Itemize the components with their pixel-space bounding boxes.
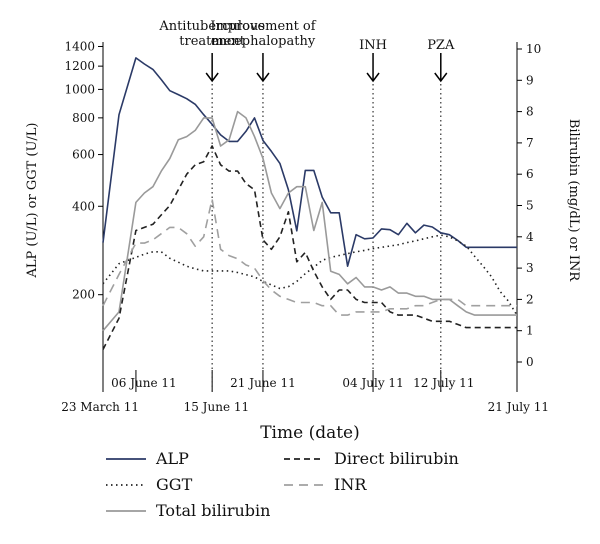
annotation-label: INH (359, 38, 387, 53)
annotation-arrowhead (256, 72, 270, 83)
right-tick-label: 2 (526, 292, 534, 306)
annotation-label: encephalopathy (211, 34, 316, 49)
left-tick-label: 1400 (64, 39, 95, 53)
annotation-arrowhead (366, 72, 380, 83)
left-tick-label: 1000 (64, 82, 95, 96)
right-tick-label: 0 (526, 355, 534, 369)
x-tick-label: 21 July 11 (488, 400, 549, 414)
legend-label: INR (334, 475, 367, 494)
left-axis-label: ALP (U/L) or GGT (U/L) (25, 122, 40, 278)
annotation-label: Improvement of (210, 19, 316, 34)
legend-label: GGT (156, 475, 193, 494)
left-tick-label: 1200 (64, 59, 95, 73)
right-tick-label: 9 (526, 73, 534, 87)
legend-label: Direct bilirubin (334, 449, 459, 468)
right-tick-label: 8 (526, 105, 534, 119)
annotation-arrowhead (205, 72, 219, 83)
right-tick-label: 10 (526, 42, 541, 56)
right-tick-label: 3 (526, 261, 534, 275)
legend-label: ALP (155, 449, 189, 468)
left-tick-label: 200 (72, 288, 95, 302)
right-tick-label: 5 (526, 199, 534, 213)
right-tick-label: 7 (526, 136, 534, 150)
series-line-direct-bilirubin (102, 145, 517, 350)
annotation-label: Antituberculous (158, 19, 265, 34)
x-tick-label: 04 July 11 (342, 376, 403, 390)
x-tick-label: 21 June 11 (230, 376, 296, 390)
x-tick-label: 12 July 11 (413, 376, 474, 390)
annotation-label: treatment (179, 34, 245, 49)
x-tick-label: 06 June 11 (111, 376, 177, 390)
left-tick-label: 600 (72, 148, 95, 162)
right-tick-label: 1 (526, 324, 534, 338)
left-tick-label: 800 (72, 111, 95, 125)
annotation-arrowhead (434, 72, 448, 83)
left-tick-label: 400 (72, 199, 95, 213)
right-tick-label: 4 (526, 230, 534, 244)
annotation-label: PZA (427, 38, 455, 53)
series-line-total-bilirubin (102, 110, 517, 332)
right-axis-label: Bilirubin (mg/dL) or INR (566, 119, 581, 283)
series-line-inr (102, 198, 517, 316)
x-axis-label: Time (date) (260, 423, 360, 443)
series-line-alp (102, 57, 517, 268)
legend-label: Total bilirubin (156, 501, 270, 520)
x-tick-label: 23 March 11 (61, 400, 139, 414)
x-tick-label: 15 June 11 (184, 400, 250, 414)
right-tick-label: 6 (526, 167, 534, 181)
